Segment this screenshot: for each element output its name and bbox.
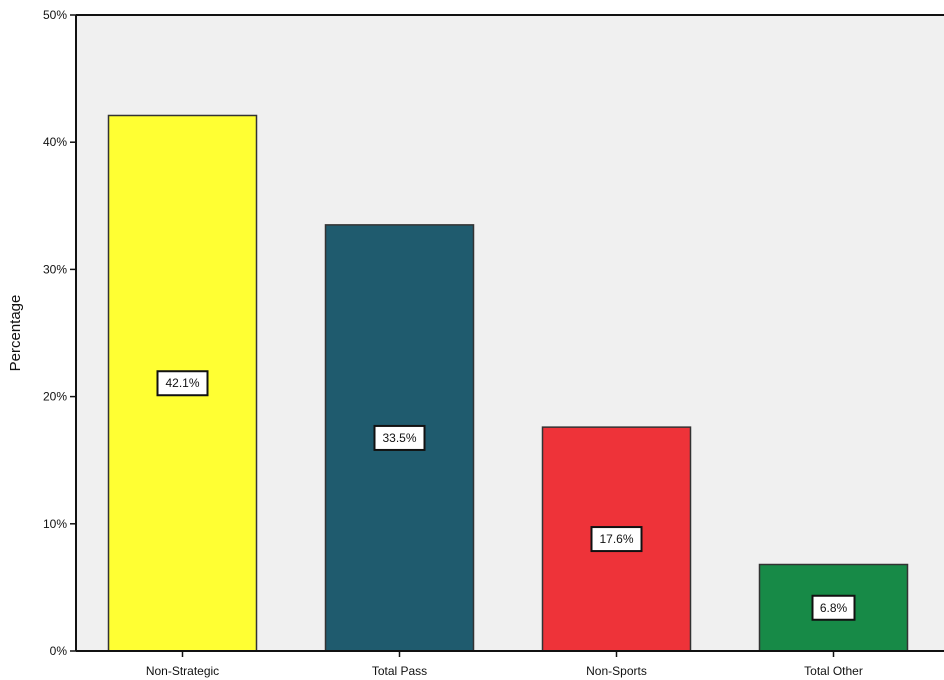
data-label: 33.5% bbox=[382, 431, 416, 445]
x-tick-label: Non-Sports bbox=[586, 664, 647, 678]
data-label: 17.6% bbox=[599, 532, 633, 546]
data-label: 42.1% bbox=[165, 376, 199, 390]
y-axis-title: Percentage bbox=[7, 295, 24, 372]
x-tick-label: Total Pass bbox=[372, 664, 427, 678]
y-tick-label: 50% bbox=[43, 8, 67, 22]
y-tick-label: 20% bbox=[43, 390, 67, 404]
x-tick-label: Total Other bbox=[804, 664, 863, 678]
y-tick-label: 0% bbox=[50, 644, 68, 658]
data-label-box bbox=[590, 526, 643, 553]
data-labels-layer: 42.1% 33.5% 17.6% 6.8% bbox=[156, 370, 856, 621]
data-label-box bbox=[811, 594, 856, 621]
y-tick-label: 10% bbox=[43, 517, 67, 531]
axes-layer: 0% 10% 20% 30% 40% 50% Non-Strategic Total Pass… bbox=[43, 8, 944, 678]
x-tick-label: Non-Strategic bbox=[146, 664, 219, 678]
y-tick-label: 40% bbox=[43, 135, 67, 149]
y-tick-label: 30% bbox=[43, 262, 67, 276]
data-label-box bbox=[373, 424, 426, 451]
data-label: 6.8% bbox=[820, 601, 848, 615]
data-label-box bbox=[156, 370, 209, 397]
